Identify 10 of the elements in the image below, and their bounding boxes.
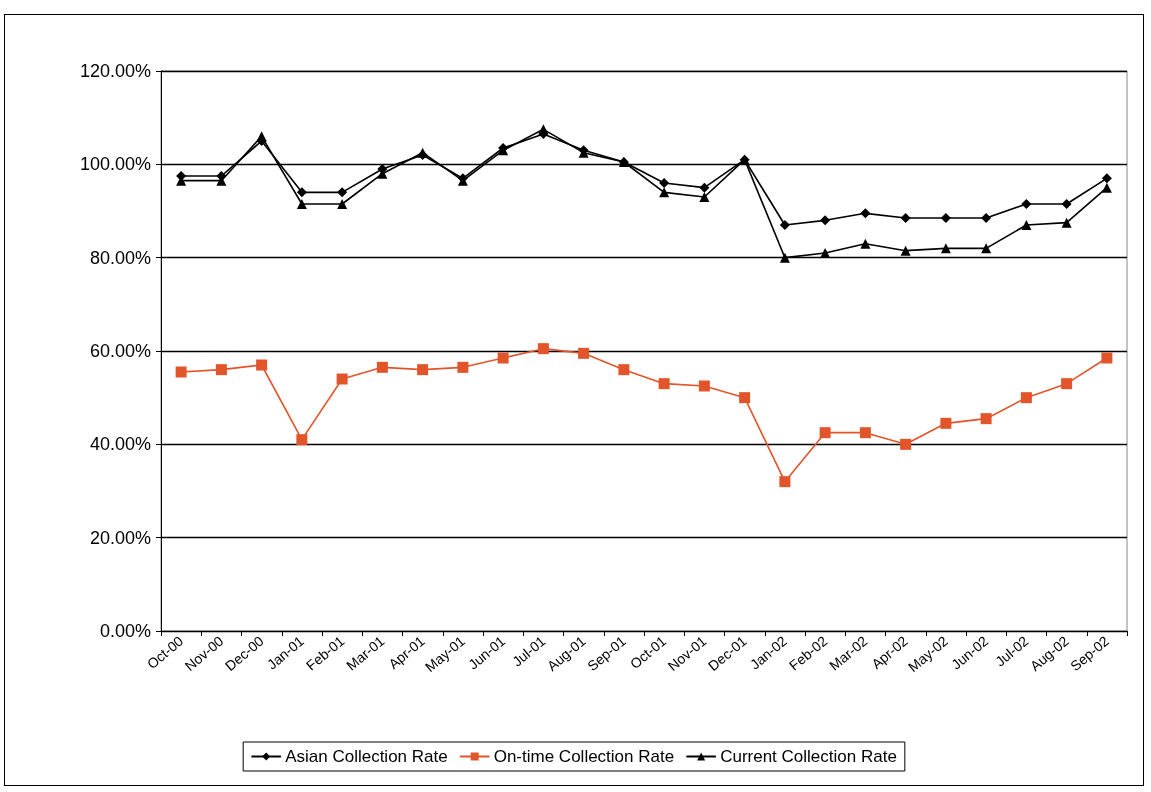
legend-label: On-time Collection Rate: [493, 747, 675, 766]
y-tick-label: 60.00%: [89, 341, 151, 361]
y-tick-label: 100.00%: [79, 154, 151, 175]
legend-label: Asian Collection Rate: [285, 747, 448, 766]
y-tick-label: 20.00%: [89, 527, 151, 548]
y-tick-label: 40.00%: [89, 434, 151, 455]
y-tick-label: 120.00%: [79, 61, 151, 81]
legend-label: Current Collection Rate: [720, 747, 897, 766]
y-tick-label: 0.00%: [99, 621, 151, 641]
y-tick-label: 80.00%: [89, 247, 151, 268]
